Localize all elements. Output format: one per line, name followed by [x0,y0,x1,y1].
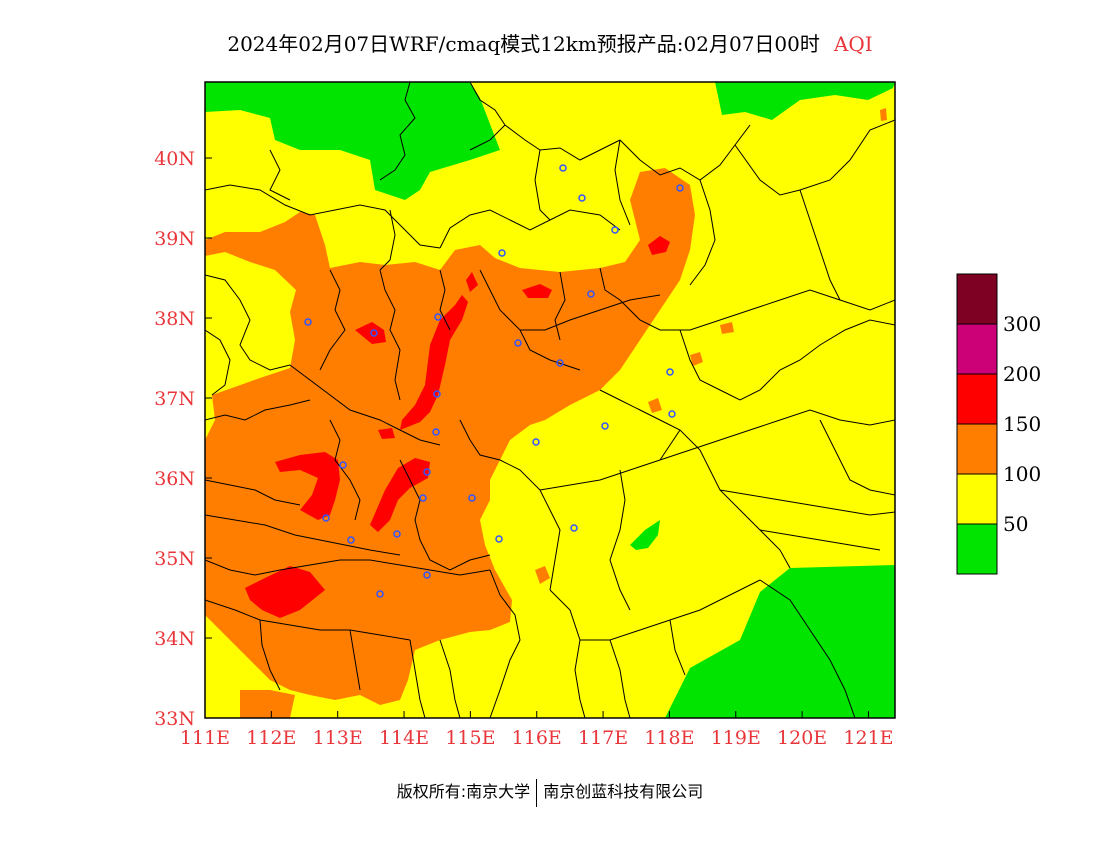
legend-label: 100 [1003,462,1041,486]
y-tick-label: 38N [154,308,195,330]
y-tick-label: 33N [154,708,195,730]
x-tick-label: 114E [379,727,429,749]
legend-swatch [957,374,997,424]
x-tick-label: 115E [445,727,495,749]
y-tick-label: 34N [154,628,195,650]
legend-swatch [957,274,997,324]
copyright-text: 版权所有:南京大学 [397,782,530,801]
x-tick-label: 111E [180,727,230,749]
y-tick-label: 36N [154,468,195,490]
legend-swatch [957,324,997,374]
x-tick-label: 112E [246,727,296,749]
legend-label: 150 [1003,412,1041,436]
x-tick-label: 121E [843,727,893,749]
legend-swatch [957,524,997,574]
footer-separator [536,779,537,807]
x-tick-label: 116E [512,727,562,749]
footer-credit: 版权所有:南京大学 南京创蓝科技有限公司 [0,778,1100,807]
x-tick-label: 119E [711,727,761,749]
aqi-usg-south-tail [240,690,295,718]
x-tick-label: 113E [313,727,363,749]
legend-label: 50 [1003,512,1028,536]
aqi-field [205,82,895,718]
company-text: 南京创蓝科技有限公司 [543,782,703,801]
aqi-usg-small-patch [880,108,887,121]
legend-label: 200 [1003,362,1041,386]
legend-label: 300 [1003,312,1041,336]
x-tick-label: 117E [578,727,628,749]
legend-swatch [957,474,997,524]
x-tick-label: 118E [644,727,694,749]
x-tick-label: 120E [777,727,827,749]
y-tick-label: 40N [154,148,195,170]
y-tick-label: 39N [154,228,195,250]
legend-swatch [957,424,997,474]
y-tick-label: 35N [154,548,195,570]
y-tick-label: 37N [154,388,195,410]
y-axis: 33N 34N 35N 36N 37N 38N 39N 40N [154,148,212,730]
aqi-legend: 300 200 150 100 50 [957,274,1041,574]
